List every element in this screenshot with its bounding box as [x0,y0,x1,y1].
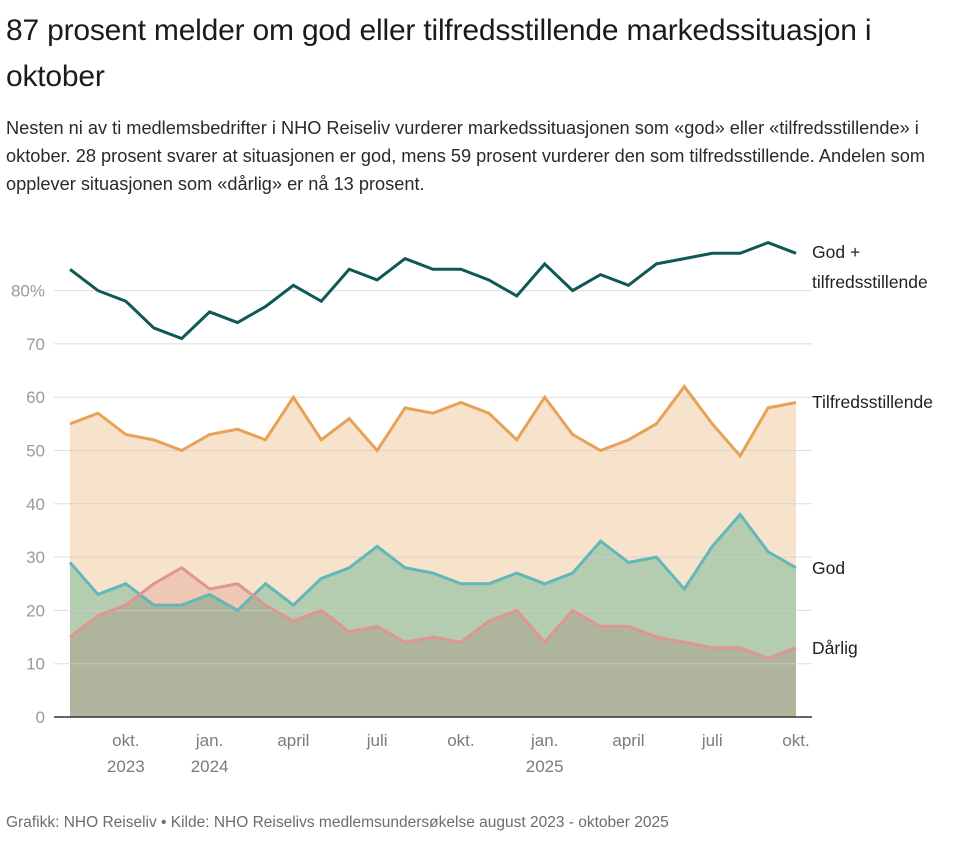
y-tick-label: 40 [26,495,45,514]
series-line-god-tilfredsstillende [69,241,797,341]
y-tick-label: 60 [26,388,45,407]
series-labels: Tilfredsstillende God Dårlig God + tilfredss… [812,242,933,658]
series-label-tilfredsstillende: Tilfredsstillende [812,392,933,412]
series-line-tilfredsstillende [69,384,797,459]
gridlines [54,290,812,718]
source-note: Grafikk: NHO Reiseliv • Kilde: NHO Reise… [6,814,669,831]
x-axis: okt. 2023 jan. 2024 april juli okt. jan. 2025 apr… [107,731,810,776]
area-d-rlig [70,567,796,717]
area-layer [70,386,796,717]
x-tick-label: april [612,731,644,750]
series-label-god: God [812,558,845,578]
x-tick-label: juli [701,731,723,750]
x-tick-label: okt. [782,731,809,750]
y-tick-label: 70 [26,335,45,354]
line-area-chart: 0 10 20 30 40 50 60 70 80% okt. 2023 jan. 2024 april… [11,241,933,776]
chart-subtitle: Nesten ni av ti medlemsbedrifter i NHO R… [6,118,925,194]
y-tick-label: 80% [11,282,45,301]
x-tick-year: 2024 [191,757,229,776]
y-axis: 0 10 20 30 40 50 60 70 80% [11,282,45,727]
x-tick-label: juli [366,731,388,750]
series-label-d-rlig: Dårlig [812,638,858,658]
y-tick-label: 20 [26,601,45,620]
y-tick-label: 30 [26,548,45,567]
series-line-d-rlig [69,565,797,660]
x-tick-year: 2023 [107,757,145,776]
y-tick-label: 10 [26,655,45,674]
y-tick-label: 0 [36,708,45,727]
x-tick-label: april [277,731,309,750]
series-label-god-tilfredsstillende: tilfredsstillende [812,272,928,292]
line-layer [68,241,797,660]
series-label-god-tilfredsstillende: God + [812,242,860,262]
x-tick-label: jan. [530,731,558,750]
chart-title: 87 prosent melder om god eller tilfredss… [6,14,872,93]
x-tick-label: okt. [112,731,139,750]
y-tick-label: 50 [26,442,45,461]
series-line-god [68,512,797,613]
x-tick-year: 2025 [526,757,564,776]
x-tick-label: jan. [195,731,223,750]
x-tick-label: okt. [447,731,474,750]
